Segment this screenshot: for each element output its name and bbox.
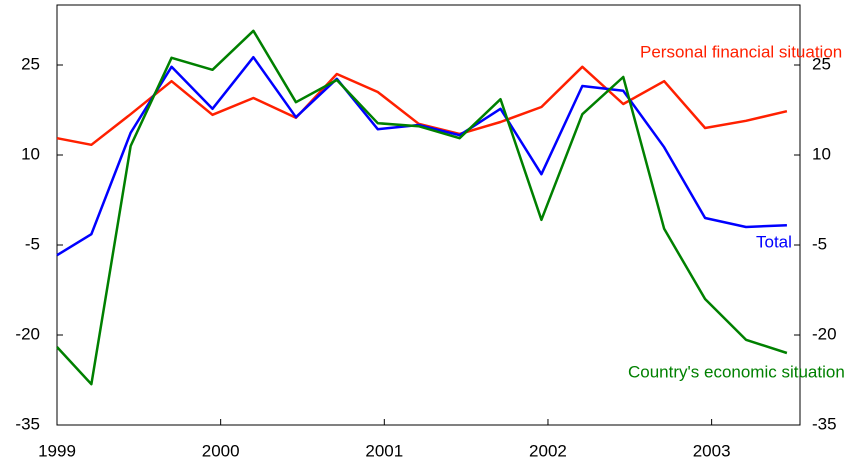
series-line — [56, 65, 788, 147]
y2-tick-label: -5 — [812, 234, 827, 253]
y-tick-label: -35 — [15, 414, 40, 433]
y2-tick-label: -20 — [812, 324, 837, 343]
series-label: Total — [756, 232, 792, 251]
series-label: Personal financial situation — [640, 42, 842, 61]
x-tick-label: 2000 — [202, 441, 240, 460]
series-line — [56, 55, 787, 257]
y-tick-label: 25 — [21, 54, 40, 73]
plot-frame — [56, 4, 801, 426]
y2-tick-label: 10 — [812, 144, 831, 163]
x-tick-label: 2002 — [529, 441, 567, 460]
y2-tick-label: -35 — [812, 414, 837, 433]
x-tick-label: 1999 — [38, 441, 76, 460]
x-tick-label: 2003 — [693, 441, 731, 460]
y-tick-label: 10 — [21, 144, 40, 163]
series-line — [56, 29, 788, 386]
y2-tick-label: 25 — [812, 54, 831, 73]
x-tick-label: 2001 — [365, 441, 403, 460]
y-tick-label: -20 — [15, 324, 40, 343]
series-label: Country's economic situation — [628, 362, 845, 381]
y-tick-label: -5 — [25, 234, 40, 253]
